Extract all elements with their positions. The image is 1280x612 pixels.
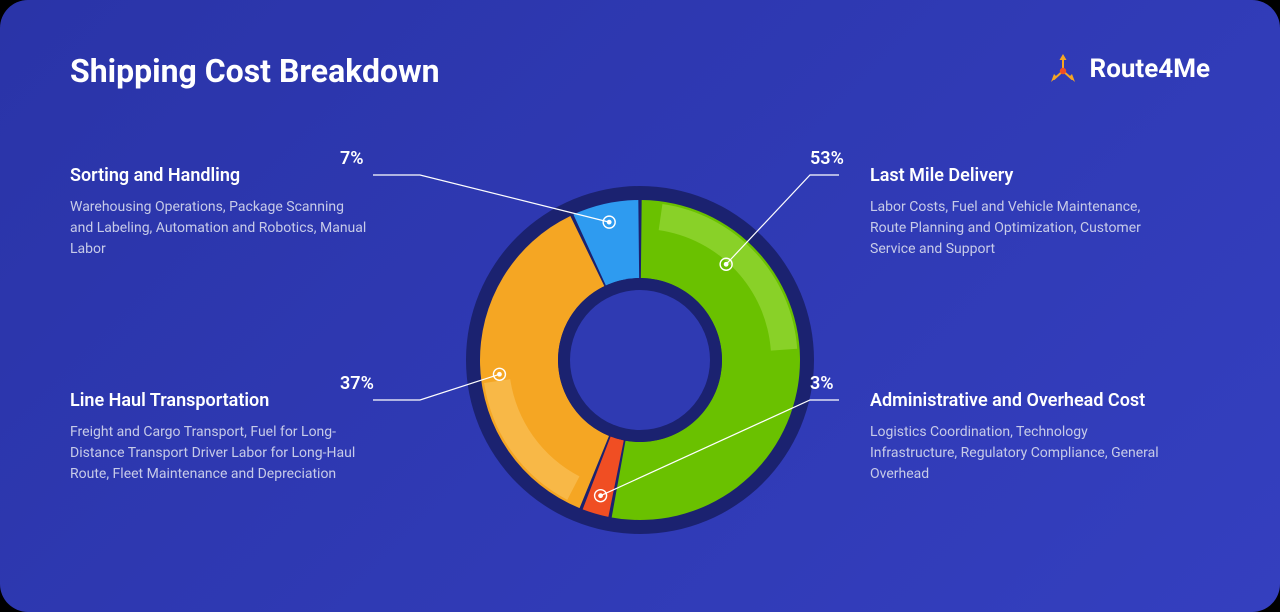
pct-last_mile: 53%: [810, 148, 844, 169]
infographic-card: Shipping Cost Breakdown Route4Me 53%Last…: [0, 0, 1280, 612]
label-line_haul-title: Line Haul Transportation: [70, 390, 370, 412]
label-last_mile: Last Mile Delivery Labor Costs, Fuel and …: [870, 165, 1170, 260]
label-sorting-title: Sorting and Handling: [70, 165, 370, 187]
label-sorting: Sorting and Handling Warehousing Operatio…: [70, 165, 370, 260]
label-line_haul-desc: Freight and Cargo Transport, Fuel for Lo…: [70, 422, 370, 485]
pct-admin: 3%: [810, 373, 834, 394]
label-last_mile-desc: Labor Costs, Fuel and Vehicle Maintenanc…: [870, 197, 1170, 260]
label-admin-desc: Logistics Coordination, Technology Infra…: [870, 422, 1170, 485]
donut-chart: [0, 0, 1280, 612]
label-line_haul: Line Haul Transportation Freight and Carg…: [70, 390, 370, 485]
label-last_mile-title: Last Mile Delivery: [870, 165, 1170, 187]
label-sorting-desc: Warehousing Operations, Package Scanning…: [70, 197, 370, 260]
label-admin: Administrative and Overhead Cost Logistic…: [870, 390, 1170, 485]
label-admin-title: Administrative and Overhead Cost: [870, 390, 1170, 412]
